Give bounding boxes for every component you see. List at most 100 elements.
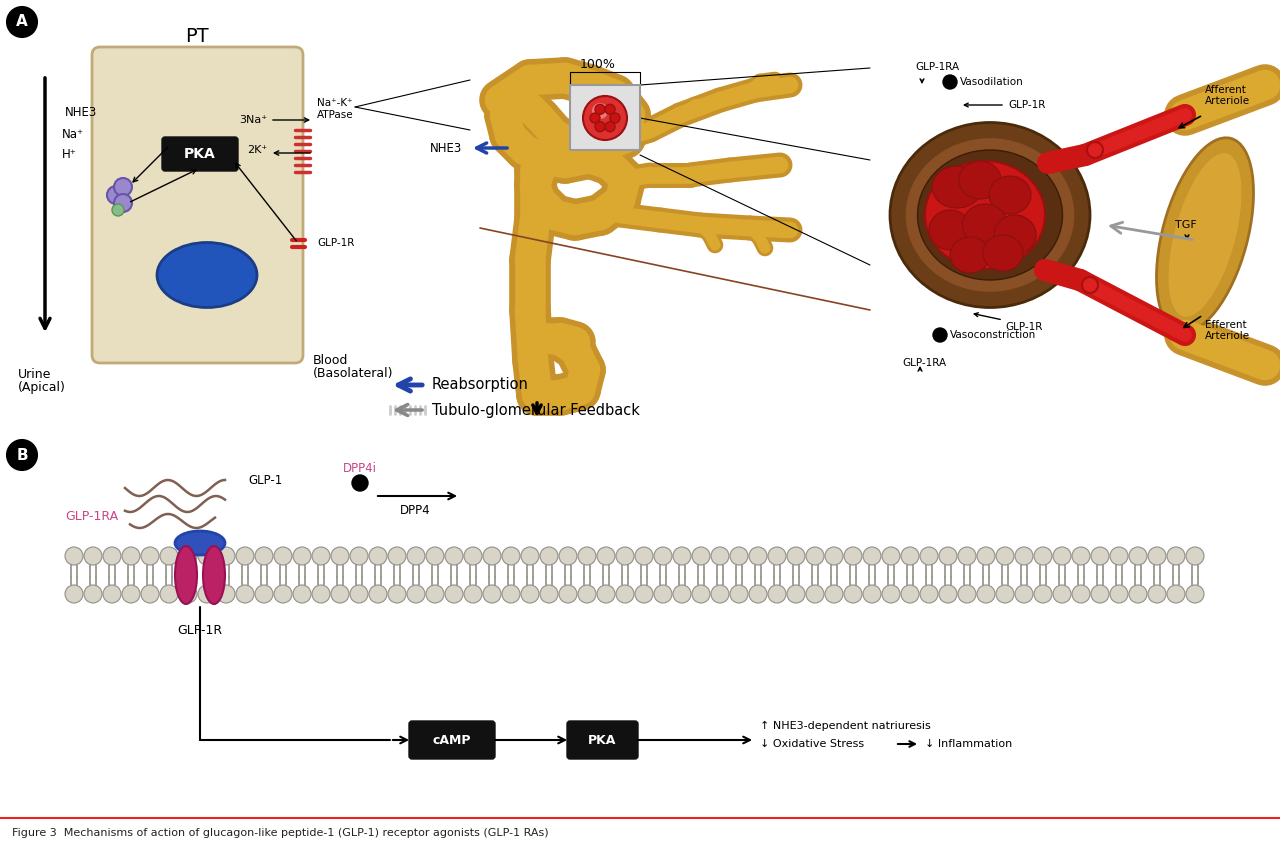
Circle shape <box>1082 277 1098 293</box>
Text: Blood: Blood <box>314 354 348 366</box>
Circle shape <box>1110 585 1128 603</box>
Text: GLP-1R: GLP-1R <box>317 238 355 248</box>
Circle shape <box>1110 547 1128 565</box>
Circle shape <box>920 547 938 565</box>
Ellipse shape <box>989 176 1030 214</box>
Text: Urine: Urine <box>18 369 51 382</box>
Circle shape <box>882 585 900 603</box>
Ellipse shape <box>204 546 225 604</box>
Circle shape <box>332 585 349 603</box>
Text: ATPase: ATPase <box>317 110 353 120</box>
Circle shape <box>1091 585 1108 603</box>
Circle shape <box>654 547 672 565</box>
Text: Arteriole: Arteriole <box>1204 331 1251 341</box>
Circle shape <box>590 113 600 123</box>
Text: GLP-1RA: GLP-1RA <box>915 62 959 72</box>
Circle shape <box>901 585 919 603</box>
Circle shape <box>882 547 900 565</box>
Circle shape <box>579 585 596 603</box>
Circle shape <box>1034 547 1052 565</box>
Circle shape <box>559 547 577 565</box>
Circle shape <box>102 547 122 565</box>
Circle shape <box>349 547 369 565</box>
Circle shape <box>673 585 691 603</box>
Circle shape <box>943 75 957 89</box>
Circle shape <box>996 585 1014 603</box>
Circle shape <box>1015 547 1033 565</box>
Circle shape <box>654 585 672 603</box>
Bar <box>570 85 640 150</box>
Ellipse shape <box>983 235 1023 271</box>
Circle shape <box>236 547 253 565</box>
Ellipse shape <box>890 122 1091 308</box>
Circle shape <box>692 585 710 603</box>
Circle shape <box>673 547 691 565</box>
Circle shape <box>1129 585 1147 603</box>
Text: GLP-1R: GLP-1R <box>1005 322 1042 332</box>
Circle shape <box>787 547 805 565</box>
Text: Afferent: Afferent <box>1204 85 1247 95</box>
Text: PKA: PKA <box>588 734 616 746</box>
Circle shape <box>996 547 1014 565</box>
Circle shape <box>352 475 369 491</box>
Circle shape <box>312 585 330 603</box>
Circle shape <box>591 103 608 119</box>
Circle shape <box>84 547 102 565</box>
Text: Tubulo-glomerular Feedback: Tubulo-glomerular Feedback <box>433 403 640 417</box>
Circle shape <box>605 104 614 114</box>
Circle shape <box>255 547 273 565</box>
Circle shape <box>114 194 132 212</box>
Text: B: B <box>17 448 28 462</box>
Circle shape <box>255 585 273 603</box>
Circle shape <box>1087 142 1103 158</box>
Circle shape <box>940 585 957 603</box>
Text: (Basolateral): (Basolateral) <box>314 366 393 380</box>
Circle shape <box>730 547 748 565</box>
Circle shape <box>605 121 614 131</box>
Ellipse shape <box>175 546 197 604</box>
Text: Figure 3  Mechanisms of action of glucagon-like peptide-1 (GLP-1) receptor agoni: Figure 3 Mechanisms of action of glucago… <box>12 828 549 838</box>
Circle shape <box>218 585 236 603</box>
Circle shape <box>160 547 178 565</box>
Text: cAMP: cAMP <box>433 734 471 746</box>
Circle shape <box>710 585 730 603</box>
Circle shape <box>407 585 425 603</box>
Circle shape <box>710 547 730 565</box>
Ellipse shape <box>925 161 1044 269</box>
Ellipse shape <box>959 161 1001 199</box>
Circle shape <box>141 547 159 565</box>
Text: A: A <box>17 14 28 30</box>
FancyArrowPatch shape <box>1111 222 1192 239</box>
Circle shape <box>483 585 500 603</box>
Ellipse shape <box>918 150 1062 280</box>
Ellipse shape <box>905 137 1075 293</box>
Circle shape <box>1148 547 1166 565</box>
Circle shape <box>293 585 311 603</box>
Ellipse shape <box>1167 153 1242 317</box>
Circle shape <box>1187 547 1204 565</box>
Circle shape <box>635 585 653 603</box>
Circle shape <box>787 585 805 603</box>
Text: GLP-1R: GLP-1R <box>1009 100 1046 110</box>
Circle shape <box>611 113 620 123</box>
Circle shape <box>957 547 977 565</box>
Text: GLP-1RA: GLP-1RA <box>902 358 946 368</box>
Circle shape <box>426 585 444 603</box>
Circle shape <box>160 585 178 603</box>
Circle shape <box>102 585 122 603</box>
Circle shape <box>595 104 605 114</box>
Text: DPP4: DPP4 <box>399 504 430 516</box>
Circle shape <box>920 585 938 603</box>
Circle shape <box>332 547 349 565</box>
Text: Arteriole: Arteriole <box>1204 96 1251 106</box>
FancyBboxPatch shape <box>567 721 637 759</box>
Text: Reabsorption: Reabsorption <box>433 377 529 393</box>
Circle shape <box>65 585 83 603</box>
Circle shape <box>198 547 216 565</box>
Ellipse shape <box>1156 137 1253 332</box>
Circle shape <box>521 547 539 565</box>
FancyBboxPatch shape <box>92 47 303 363</box>
Circle shape <box>863 547 881 565</box>
Circle shape <box>312 547 330 565</box>
Circle shape <box>465 547 483 565</box>
